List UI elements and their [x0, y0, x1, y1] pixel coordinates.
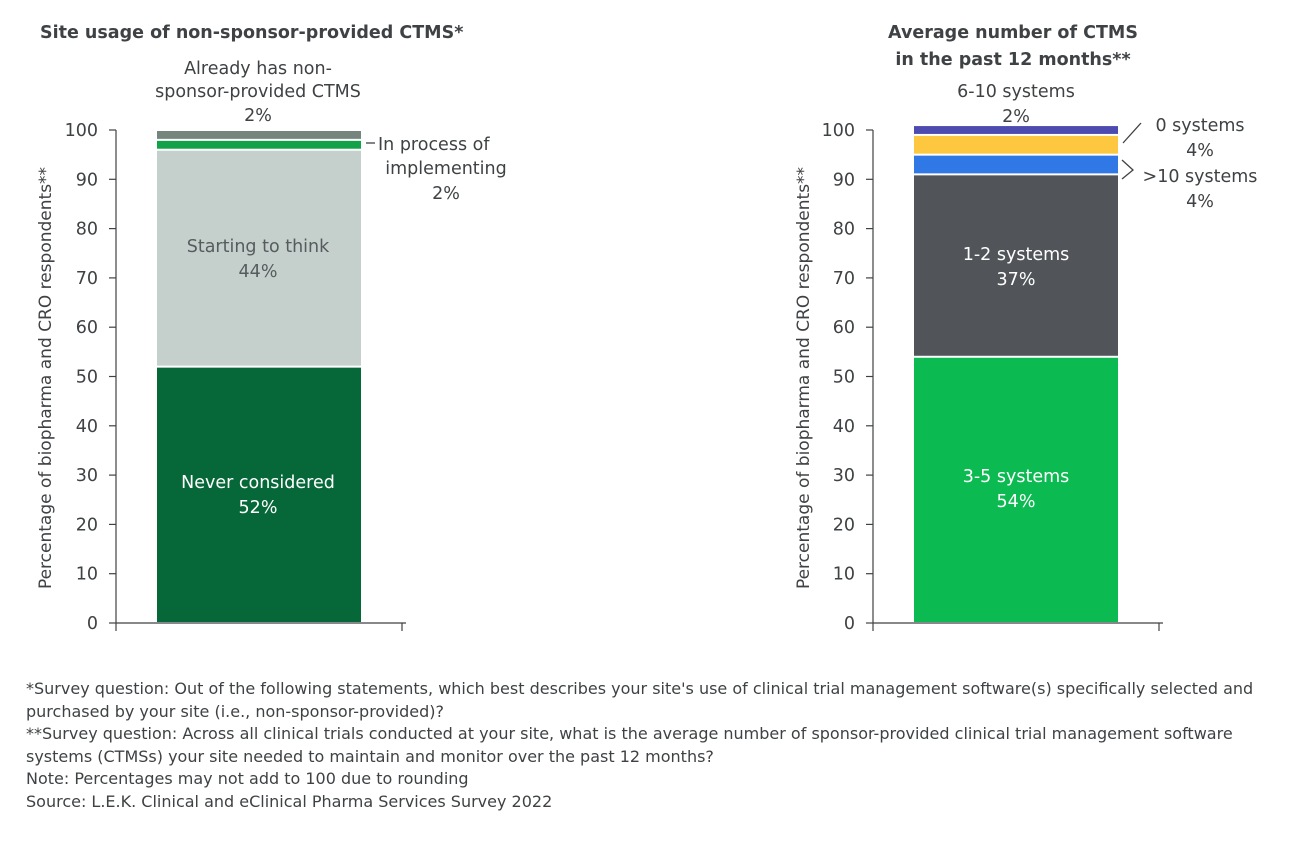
chart1-y-tick-label: 30	[76, 466, 98, 486]
chart2-segment-6-10-systems	[914, 126, 1118, 134]
chart2-annot-zero-leader	[1122, 122, 1142, 144]
chart1-seg-value-never: 52%	[239, 498, 278, 518]
chart2-annot-ten-leader	[1121, 159, 1134, 180]
chart1-y-tick-label: 60	[76, 318, 98, 338]
chart2-y-tick-label: 0	[844, 614, 855, 634]
chart2-seg-label-3-5: 3-5 systems	[963, 467, 1070, 487]
footnote-source: Source: L.E.K. Clinical and eClinical Ph…	[26, 791, 553, 811]
chart1-annot-already-line1: Already has non-	[184, 59, 332, 79]
chart2-title-line2: in the past 12 months**	[895, 50, 1130, 70]
chart2-y-axis-title: Percentage of biopharma and CRO responde…	[794, 167, 814, 589]
chart1-y-ticks: 0 10 20 30 40 50 60 70 80 90 100	[65, 121, 406, 634]
chart2-annot-6-10-value: 2%	[1002, 107, 1030, 127]
chart2-seg-value-3-5: 54%	[997, 492, 1036, 512]
chart1-y-tick-label: 80	[76, 220, 98, 240]
chart2-annot-ten-label: >10 systems	[1143, 167, 1258, 187]
chart2-segment-0-systems	[914, 135, 1118, 154]
chart2-annot-zero-label: 0 systems	[1155, 116, 1244, 136]
chart2-y-tick-label: 90	[833, 170, 855, 190]
chart1-title: Site usage of non-sponsor-provided CTMS*	[40, 23, 463, 43]
footnote-survey-question-2: **Survey question: Across all clinical t…	[26, 724, 1233, 766]
chart1-seg-value-starting: 44%	[239, 262, 278, 282]
chart1-seg-label-starting: Starting to think	[187, 237, 330, 257]
chart1-annot-already-value: 2%	[244, 106, 272, 126]
chart1-annot-process-line2: implementing	[385, 159, 506, 179]
chart2-y-tick-label: 50	[833, 368, 855, 388]
chart1-y-tick-label: 10	[76, 565, 98, 585]
chart2-y-ticks: 0 10 20 30 40 50 60 70 80 90 100	[822, 121, 1163, 634]
chart1-segment-starting-to-think	[157, 150, 361, 366]
chart1-y-tick-label: 100	[65, 121, 98, 141]
footnote-survey-question-1: *Survey question: Out of the following s…	[26, 679, 1254, 721]
chart1-y-tick-label: 20	[76, 515, 98, 535]
chart1-y-axis-title: Percentage of biopharma and CRO responde…	[36, 167, 56, 589]
chart1-segment-in-process-of-implementing	[157, 140, 361, 149]
chart-site-usage: Site usage of non-sponsor-provided CTMS*…	[36, 23, 507, 634]
chart2-annot-zero-value: 4%	[1186, 141, 1214, 161]
chart2-y-tick-label: 70	[833, 269, 855, 289]
chart2-annot-ten-value: 4%	[1186, 192, 1214, 212]
chart2-segment-3-5-systems	[914, 357, 1118, 622]
chart1-annot-already-line2: sponsor-provided CTMS	[155, 82, 361, 102]
chart2-y-tick-label: 60	[833, 318, 855, 338]
chart2-segment-1-2-systems	[914, 175, 1118, 356]
chart1-y-tick-label: 40	[76, 417, 98, 437]
chart2-bar	[914, 126, 1118, 622]
chart2-y-tick-label: 20	[833, 515, 855, 535]
chart1-segment-already-has-non-sponsor-provided-ctms	[157, 131, 361, 139]
chart1-y-tick-label: 50	[76, 368, 98, 388]
chart2-annot-6-10-label: 6-10 systems	[957, 82, 1075, 102]
chart2-seg-value-1-2: 37%	[997, 270, 1036, 290]
chart2-seg-label-1-2: 1-2 systems	[963, 245, 1070, 265]
chart1-y-tick-label: 0	[87, 614, 98, 634]
chart1-y-tick-label: 90	[76, 170, 98, 190]
chart1-annot-process-value: 2%	[432, 184, 460, 204]
chart2-title-line1: Average number of CTMS	[888, 23, 1138, 43]
chart1-annot-process-line1: In process of	[378, 135, 490, 155]
chart-avg-ctms: Average number of CTMS in the past 12 mo…	[794, 23, 1257, 634]
footnote-note: Note: Percentages may not add to 100 due…	[26, 769, 469, 788]
chart2-y-tick-label: 30	[833, 466, 855, 486]
chart1-seg-label-never: Never considered	[181, 473, 335, 493]
chart2-y-tick-label: 40	[833, 417, 855, 437]
footnotes: *Survey question: Out of the following s…	[26, 678, 1288, 813]
charts-canvas: Site usage of non-sponsor-provided CTMS*…	[36, 23, 1257, 634]
chart1-bar	[157, 131, 361, 622]
chart2-y-tick-label: 100	[822, 121, 855, 141]
chart1-segment-never-considered	[157, 367, 361, 622]
chart1-y-tick-label: 70	[76, 269, 98, 289]
chart2-y-tick-label: 10	[833, 565, 855, 585]
chart2-y-tick-label: 80	[833, 220, 855, 240]
chart2-segment--10-systems	[914, 155, 1118, 174]
